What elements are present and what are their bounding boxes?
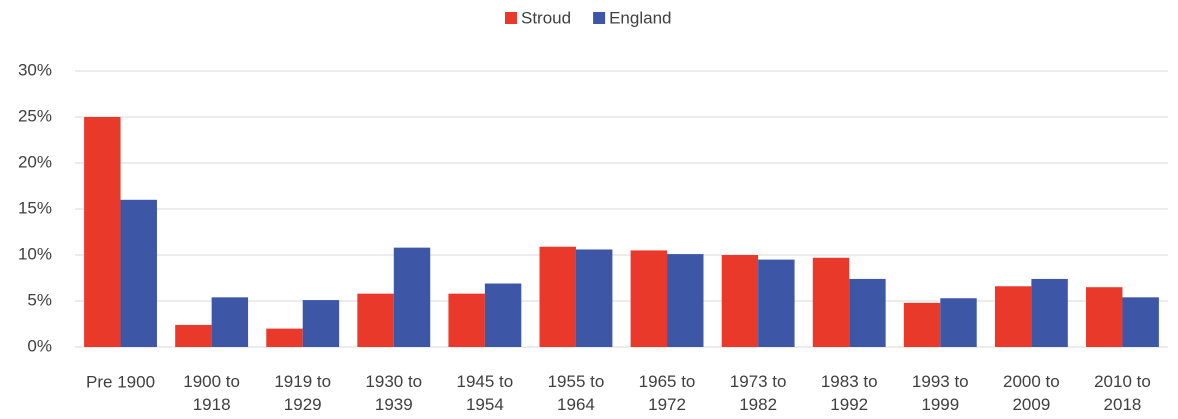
x-tick-label: 1945 to 1954 [457,372,514,414]
x-tick-label: 1993 to 1999 [912,372,969,414]
bar [539,246,576,347]
bar [1086,287,1123,347]
legend-label: Stroud [521,8,571,27]
y-tick-label: 15% [18,198,52,217]
bar [211,297,249,347]
bar [1122,297,1159,347]
bar [393,247,431,347]
legend-label: England [609,8,671,27]
x-tick-label: 2000 to 2009 [1003,372,1060,414]
x-tick-label: 1919 to 1929 [274,372,331,414]
bar [758,259,795,347]
x-tick-label: 1900 to 1918 [183,372,240,414]
x-tick-label: 1930 to 1939 [365,372,422,414]
bar [721,255,759,347]
bar [575,249,613,347]
bar [448,293,485,347]
y-tick-label: 20% [18,152,52,171]
bar [484,283,522,347]
bar [812,257,850,347]
x-tick-label: 1955 to 1964 [548,372,605,414]
bar [357,293,394,347]
y-tick-label: 0% [27,336,52,355]
y-tick-label: 25% [18,106,52,125]
x-tick-label: Pre 1900 [86,372,155,391]
bar [940,298,977,347]
x-tick-label: 2010 to 2018 [1094,372,1151,414]
bar [849,278,886,347]
bar [903,302,941,347]
bar [302,300,340,347]
y-tick-label: 10% [18,244,52,263]
x-tick-label: 1965 to 1972 [639,372,696,414]
x-tick-label: 1973 to 1982 [730,372,787,414]
y-tick-label: 5% [27,290,52,309]
bar [667,254,704,347]
bar [994,286,1032,347]
legend-swatch [505,12,517,24]
legend-swatch [593,12,606,24]
bar [630,250,668,347]
bar [1031,278,1068,347]
y-tick-label: 30% [18,60,52,79]
bar [84,117,121,347]
bar [120,199,157,347]
x-tick-label: 1983 to 1992 [821,372,878,414]
bar [175,324,212,347]
bar [266,328,303,347]
